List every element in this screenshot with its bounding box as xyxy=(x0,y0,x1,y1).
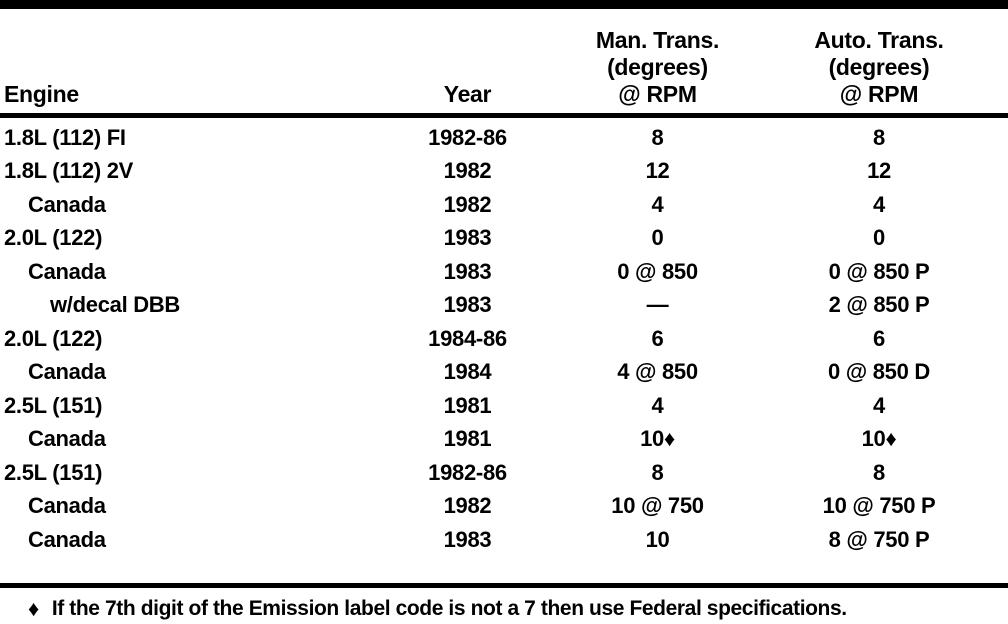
auto-trans-cell: 10♦ xyxy=(861,426,897,452)
year-cell: 1981 xyxy=(443,426,492,452)
auto-trans-cell: 12 xyxy=(867,158,891,184)
man-trans-cell: 6 xyxy=(651,325,664,351)
year-cell: 1983 xyxy=(443,258,492,284)
year-cell: 1981 xyxy=(443,392,492,418)
engine-cell: 1.8L (112) 2V xyxy=(4,158,134,184)
man-trans-cell: 8 xyxy=(651,124,664,150)
auto-trans-cell: 10 @ 750 P xyxy=(822,493,936,519)
engine-cell: 2.5L (151) xyxy=(4,459,103,485)
engine-cell: w/decal DBB xyxy=(50,292,180,318)
man-trans-header-line1: Man. Trans. xyxy=(595,27,720,53)
man-trans-cell: 4 xyxy=(651,191,664,217)
table-row: 1.8L (112) FI 1982-86 8 8 xyxy=(0,121,1008,155)
table-row: w/decal DBB 1983 — 2 @ 850 P xyxy=(0,289,1008,323)
auto-trans-header-line1: Auto. Trans. xyxy=(814,27,944,53)
engine-cell: 2.0L (122) xyxy=(4,225,103,251)
man-trans-cell: 12 xyxy=(645,158,670,184)
footnote-text: If the 7th digit of the Emission label c… xyxy=(51,596,847,620)
auto-trans-cell: 8 xyxy=(873,459,885,485)
engine-cell: Canada xyxy=(28,191,106,217)
column-header-engine: Engine xyxy=(4,81,79,107)
table-row: Canada 1981 10♦ 10♦ xyxy=(0,423,1008,457)
header-divider xyxy=(0,113,1008,118)
year-cell: 1982-86 xyxy=(428,459,507,485)
year-cell: 1982-86 xyxy=(428,124,507,150)
man-trans-header-line3: @ RPM xyxy=(618,81,697,107)
engine-cell: 2.5L (151) xyxy=(4,392,103,418)
table-row: Canada 1982 4 4 xyxy=(0,188,1008,222)
table-row: Canada 1983 0 @ 850 0 @ 850 P xyxy=(0,255,1008,289)
year-cell: 1983 xyxy=(443,526,492,552)
column-header-man-trans: Man. Trans. (degrees) @ RPM xyxy=(565,27,750,113)
auto-trans-cell: 0 @ 850 D xyxy=(828,359,930,385)
year-cell: 1982 xyxy=(443,191,492,217)
auto-trans-cell: 2 @ 850 P xyxy=(828,292,930,318)
table-row: 2.0L (122) 1984-86 6 6 xyxy=(0,322,1008,356)
year-cell: 1983 xyxy=(443,292,492,318)
auto-trans-cell: 6 xyxy=(873,325,885,351)
engine-cell: Canada xyxy=(28,258,106,284)
engine-cell: Canada xyxy=(28,359,106,385)
footnote: ♦ If the 7th digit of the Emission label… xyxy=(0,588,1008,622)
engine-cell: 1.8L (112) FI xyxy=(4,124,126,150)
man-trans-cell: 0 @ 850 xyxy=(617,258,698,284)
auto-trans-cell: 0 xyxy=(873,225,885,251)
auto-trans-cell: 8 @ 750 P xyxy=(828,526,930,552)
column-header-year: Year xyxy=(443,81,492,107)
table-row: Canada 1984 4 @ 850 0 @ 850 D xyxy=(0,356,1008,390)
engine-cell: Canada xyxy=(28,493,106,519)
auto-trans-cell: 8 xyxy=(873,124,885,150)
footnote-divider xyxy=(0,582,1008,588)
engine-cell: 2.0L (122) xyxy=(4,325,103,351)
man-trans-cell: 10 @ 750 xyxy=(611,493,704,519)
table-row: Canada 1982 10 @ 750 10 @ 750 P xyxy=(0,490,1008,524)
table-body: 1.8L (112) FI 1982-86 8 8 1.8L (112) 2V … xyxy=(0,118,1008,557)
year-cell: 1982 xyxy=(443,493,492,519)
auto-trans-cell: 4 xyxy=(873,392,885,418)
auto-trans-cell: 0 @ 850 P xyxy=(828,258,930,284)
table-row: 1.8L (112) 2V 1982 12 12 xyxy=(0,155,1008,189)
man-trans-header-line2: (degrees) xyxy=(607,54,708,80)
man-trans-cell: 10♦ xyxy=(640,426,675,452)
year-cell: 1984 xyxy=(443,359,492,385)
diamond-icon: ♦ xyxy=(28,595,39,621)
man-trans-cell: 4 xyxy=(651,392,664,418)
year-cell: 1983 xyxy=(443,225,492,251)
engine-cell: Canada xyxy=(28,426,106,452)
year-cell: 1982 xyxy=(443,158,492,184)
top-rule xyxy=(0,0,1008,9)
column-header-auto-trans: Auto. Trans. (degrees) @ RPM xyxy=(750,27,1008,113)
auto-trans-cell: 4 xyxy=(873,191,885,217)
year-cell: 1984-86 xyxy=(428,325,507,351)
auto-trans-header-line2: (degrees) xyxy=(828,54,930,80)
table-header-row: Engine Year Man. Trans. (degrees) @ RPM … xyxy=(0,9,1008,113)
auto-trans-header-line3: @ RPM xyxy=(839,81,919,107)
spacer xyxy=(0,557,1008,583)
man-trans-cell: 8 xyxy=(651,459,664,485)
table-row: 2.5L (151) 1982-86 8 8 xyxy=(0,456,1008,490)
man-trans-cell: — xyxy=(646,292,669,318)
engine-cell: Canada xyxy=(28,526,106,552)
table-row: 2.5L (151) 1981 4 4 xyxy=(0,389,1008,423)
table-row: 2.0L (122) 1983 0 0 xyxy=(0,222,1008,256)
man-trans-cell: 10 xyxy=(645,526,670,552)
man-trans-cell: 4 @ 850 xyxy=(617,359,698,385)
man-trans-cell: 0 xyxy=(651,225,664,251)
table-row: Canada 1983 10 8 @ 750 P xyxy=(0,523,1008,557)
